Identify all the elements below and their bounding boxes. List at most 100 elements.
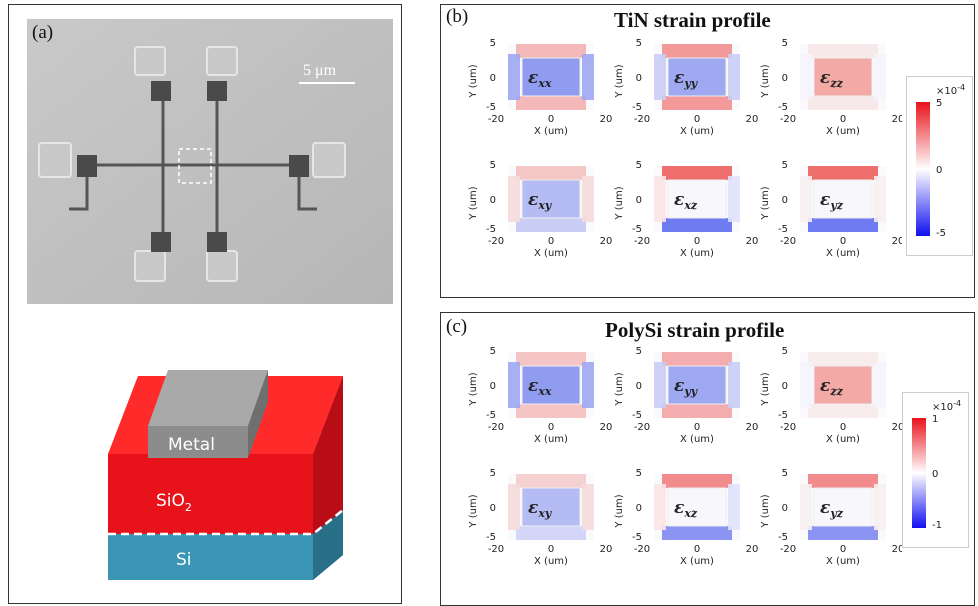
sem-micrograph: 5 μm <box>27 19 393 304</box>
ytick-label: 5 <box>782 468 788 479</box>
colorbar-tick: -1 <box>932 520 942 531</box>
xtick-label: 20 <box>746 236 759 247</box>
ytick-label: -5 <box>778 102 788 113</box>
panel-c-label: (c) <box>446 316 468 337</box>
xtick-label: 0 <box>548 422 554 433</box>
ytick-label: -5 <box>632 102 642 113</box>
ytick-label: -5 <box>778 532 788 543</box>
xtick-label: 0 <box>694 544 700 555</box>
xtick-label: 0 <box>840 422 846 433</box>
xlabel: X (um) <box>680 126 714 137</box>
xtick-label: -20 <box>488 114 504 125</box>
xlabel: X (um) <box>826 248 860 259</box>
xtick-label: 0 <box>840 236 846 247</box>
ylabel: Y (um) <box>468 64 479 98</box>
ytick-label: 5 <box>490 160 496 171</box>
panel-b-label: (b) <box>446 6 469 27</box>
ylabel: Y (um) <box>614 186 625 220</box>
xtick-label: -20 <box>780 544 796 555</box>
strain-label-xy: εxy <box>528 190 553 212</box>
ytick-label: -5 <box>778 224 788 235</box>
xtick-label: -20 <box>780 422 796 433</box>
ytick-label: -5 <box>486 224 496 235</box>
ytick-label: -5 <box>632 532 642 543</box>
ytick-label: 0 <box>636 195 642 206</box>
ytick-label: -5 <box>632 224 642 235</box>
ytick-label: -5 <box>632 410 642 421</box>
ytick-label: 0 <box>636 503 642 514</box>
ytick-label: -5 <box>486 102 496 113</box>
xtick-label: 20 <box>892 236 902 247</box>
xtick-label: -20 <box>488 422 504 433</box>
panel-a-label: (a) <box>32 22 54 43</box>
ytick-label: 0 <box>636 73 642 84</box>
polysi-colorbar: ×10-410-1 <box>902 392 969 548</box>
ylabel: Y (um) <box>468 372 479 406</box>
xtick-label: 20 <box>892 544 902 555</box>
xtick-label: 20 <box>746 422 759 433</box>
ytick-label: 5 <box>490 38 496 49</box>
xtick-label: 20 <box>600 236 613 247</box>
ytick-label: 0 <box>782 381 788 392</box>
ytick-label: 5 <box>636 346 642 357</box>
ytick-label: 0 <box>782 195 788 206</box>
xtick-label: 0 <box>694 236 700 247</box>
xtick-label: -20 <box>780 236 796 247</box>
xtick-label: 0 <box>548 544 554 555</box>
colorbar-gradient <box>916 102 930 236</box>
xlabel: X (um) <box>534 248 568 259</box>
xtick-label: -20 <box>634 236 650 247</box>
ytick-label: 5 <box>490 468 496 479</box>
xtick-label: 0 <box>840 114 846 125</box>
xtick-label: 20 <box>600 544 613 555</box>
ylabel: Y (um) <box>468 494 479 528</box>
ylabel: Y (um) <box>468 186 479 220</box>
ylabel: Y (um) <box>614 494 625 528</box>
ylabel: Y (um) <box>614 372 625 406</box>
xlabel: X (um) <box>534 434 568 445</box>
panel-c-title: PolySi strain profile <box>605 318 785 342</box>
tin-colorbar: ×10-450-5 <box>906 76 973 256</box>
ylabel: Y (um) <box>760 372 771 406</box>
xtick-label: -20 <box>488 236 504 247</box>
ytick-label: 0 <box>490 503 496 514</box>
ytick-label: -5 <box>486 410 496 421</box>
colorbar-tick: 1 <box>932 414 938 425</box>
xtick-label: 20 <box>892 114 902 125</box>
ytick-label: 5 <box>782 346 788 357</box>
ylabel: Y (um) <box>614 64 625 98</box>
panel-b-title: TiN strain profile <box>614 8 771 32</box>
ytick-label: 5 <box>636 468 642 479</box>
xtick-label: 20 <box>746 544 759 555</box>
xlabel: X (um) <box>680 434 714 445</box>
ytick-label: 5 <box>490 346 496 357</box>
xtick-label: 0 <box>548 114 554 125</box>
xtick-label: 0 <box>840 544 846 555</box>
scale-bar-label: 5 μm <box>303 62 337 79</box>
ylabel: Y (um) <box>760 186 771 220</box>
xtick-label: 0 <box>694 114 700 125</box>
ytick-label: 0 <box>782 503 788 514</box>
xtick-label: -20 <box>780 114 796 125</box>
ytick-label: 0 <box>490 195 496 206</box>
ylabel: Y (um) <box>760 494 771 528</box>
colorbar-tick: 5 <box>936 98 942 109</box>
xtick-label: 20 <box>892 422 902 433</box>
ytick-label: 5 <box>636 38 642 49</box>
xlabel: X (um) <box>534 126 568 137</box>
colorbar-tick: 0 <box>932 469 938 480</box>
ytick-label: -5 <box>778 410 788 421</box>
colorbar-tick: -5 <box>936 228 946 239</box>
xlabel: X (um) <box>826 556 860 567</box>
metal-label: Metal <box>168 435 215 455</box>
